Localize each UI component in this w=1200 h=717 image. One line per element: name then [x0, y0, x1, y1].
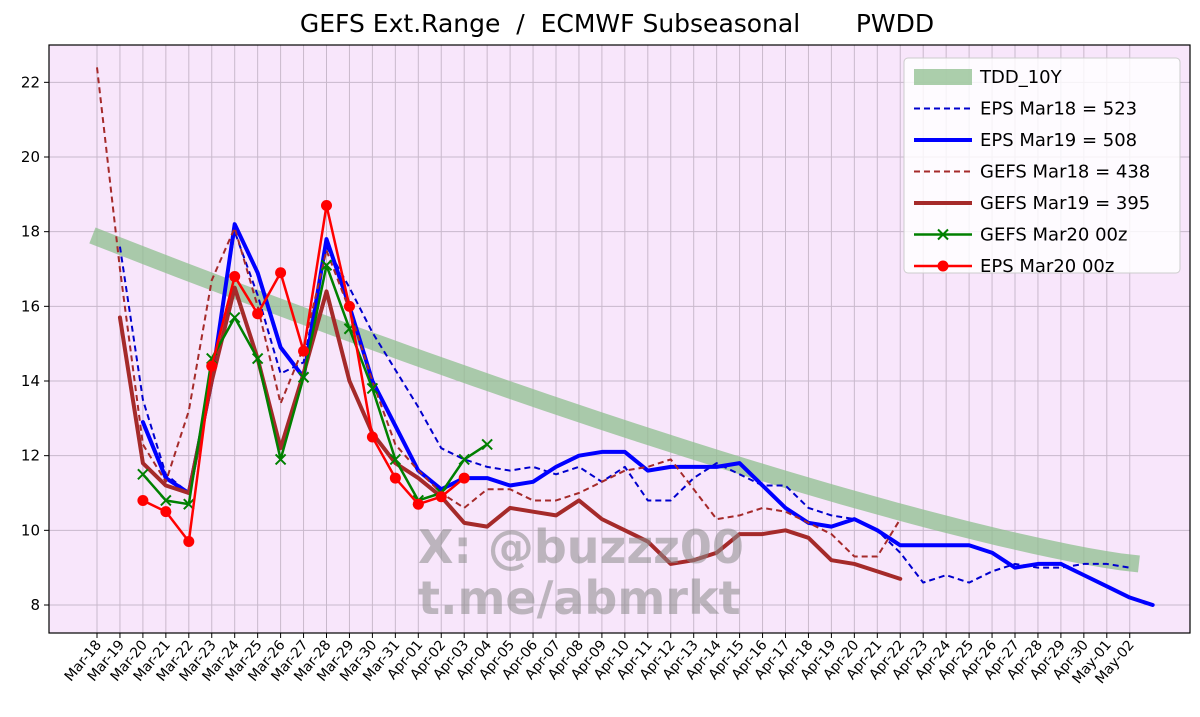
legend-label: GEFS Mar20 00z — [980, 225, 1127, 246]
data-point — [228, 311, 241, 324]
y-tick-label: 14 — [21, 372, 40, 390]
series-layer — [89, 67, 1155, 607]
series-1 — [118, 230, 1130, 584]
series-line — [96, 67, 902, 558]
data-point — [160, 494, 172, 507]
y-tick-label: 16 — [21, 297, 40, 315]
data-point — [481, 438, 493, 451]
plot-frame — [48, 44, 1191, 634]
legend-label: EPS Mar19 = 508 — [980, 130, 1137, 151]
series-3 — [96, 67, 902, 558]
y-tick-label: 12 — [21, 447, 40, 465]
y-tick-label: 8 — [30, 596, 40, 614]
series-line — [141, 264, 489, 506]
data-point — [274, 453, 287, 466]
series-line — [117, 285, 903, 581]
data-point — [137, 468, 149, 481]
data-point — [251, 352, 264, 365]
watermark-line-1: X: @buzzz00 — [418, 520, 744, 574]
data-point — [320, 259, 333, 271]
series-line — [118, 230, 1130, 584]
data-point — [297, 371, 310, 383]
data-point — [366, 382, 379, 395]
data-point — [343, 300, 355, 312]
legend: TDD_10Y EPS Mar18 = 523 EPS Mar19 = 508 GEF… — [903, 57, 1181, 277]
data-point — [275, 267, 287, 279]
series-line — [140, 222, 1155, 607]
data-point — [252, 308, 264, 320]
data-point — [298, 345, 310, 357]
legend-marker — [937, 228, 949, 241]
legend-label: TDD_10Y — [979, 67, 1063, 88]
legend-label: GEFS Mar18 = 438 — [980, 162, 1150, 183]
watermark-line-2: t.me/abmrkt — [418, 571, 741, 625]
legend-label: GEFS Mar19 = 395 — [980, 193, 1150, 214]
data-point — [229, 270, 241, 282]
data-point — [137, 494, 149, 506]
data-point — [412, 498, 424, 510]
data-point — [183, 536, 195, 548]
chart-title: GEFS Ext.Range / ECMWF Subseasonal PWDD — [300, 9, 934, 38]
y-tick-label: 20 — [21, 148, 40, 166]
grid — [49, 45, 1190, 633]
data-point — [366, 431, 378, 443]
legend-marker — [937, 260, 949, 272]
legend-frame — [903, 57, 1181, 274]
data-point — [206, 360, 218, 372]
y-tick-label: 22 — [21, 73, 40, 91]
data-point — [435, 491, 447, 503]
data-point — [160, 506, 172, 518]
series-6 — [137, 200, 470, 548]
series-2 — [140, 222, 1155, 607]
series-4 — [117, 285, 903, 581]
data-point — [389, 453, 402, 466]
data-point — [458, 453, 470, 466]
legend-label: EPS Mar20 00z — [980, 256, 1114, 277]
y-tick-label: 18 — [21, 223, 40, 241]
series-5 — [137, 259, 493, 510]
watermark: X: @buzzz00 t.me/abmrkt — [418, 520, 744, 625]
y-tick-label: 10 — [21, 521, 40, 539]
data-point — [389, 472, 401, 484]
legend-label: EPS Mar18 = 523 — [980, 99, 1137, 120]
data-point — [321, 200, 332, 212]
data-point — [458, 472, 470, 484]
